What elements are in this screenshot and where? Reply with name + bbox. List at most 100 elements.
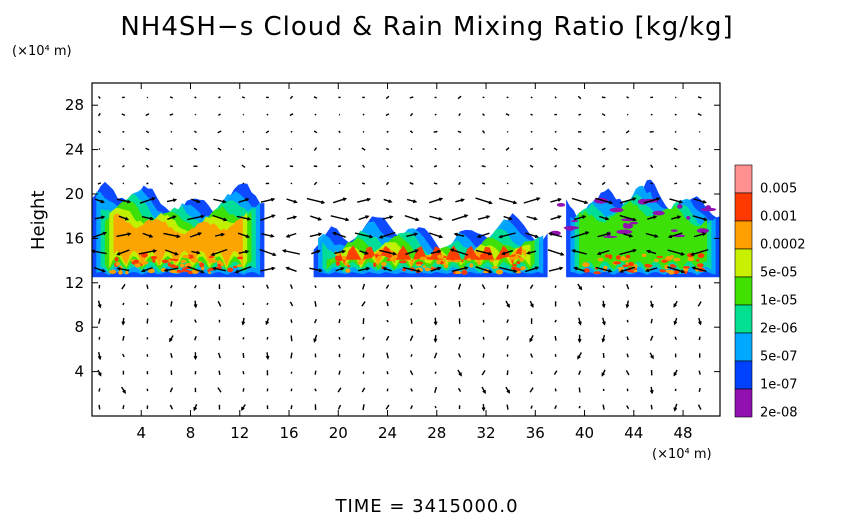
wind-vector <box>170 130 173 133</box>
wind-vector-head <box>601 338 606 343</box>
wind-vector <box>314 370 317 375</box>
wind-vector <box>121 164 125 168</box>
wind-vector <box>314 300 317 307</box>
wind-vector <box>697 113 702 117</box>
wind-vector <box>194 182 197 185</box>
cloud-core <box>443 264 449 268</box>
cloud-core <box>620 256 626 262</box>
wind-vector <box>266 113 269 116</box>
wind-vector <box>289 284 293 290</box>
x-tick-label: 36 <box>526 424 545 442</box>
cloud-core <box>479 253 486 259</box>
wind-vector-head <box>571 249 576 253</box>
wind-vector-head <box>585 231 590 235</box>
cloud-core <box>422 265 427 268</box>
wind-vector <box>189 232 202 238</box>
wind-vector <box>602 285 605 289</box>
wind-vector <box>434 285 437 289</box>
cloud-core <box>477 262 481 265</box>
wind-vector <box>261 233 274 238</box>
wind-vector <box>525 232 539 238</box>
wind-vector <box>283 249 300 255</box>
wind-vector <box>98 388 101 392</box>
wind-vector <box>503 215 512 220</box>
wind-vector <box>212 214 227 221</box>
wind-vector <box>498 266 517 273</box>
wind-vector <box>573 215 586 221</box>
wind-vector <box>242 182 245 185</box>
wind-vector-head <box>172 215 177 220</box>
cloud-wisp <box>696 228 709 234</box>
x-tick-label: 32 <box>476 424 495 442</box>
wind-vector-head <box>313 338 317 343</box>
cloud-wisp <box>686 216 691 220</box>
wind-vector-head <box>270 234 275 238</box>
wind-vector-head <box>512 200 518 205</box>
wind-vector <box>693 198 706 204</box>
wind-vector <box>92 232 107 239</box>
wind-vector <box>265 130 270 134</box>
wind-vector <box>475 249 492 255</box>
wind-vector <box>362 113 365 116</box>
wind-vector <box>550 215 561 221</box>
wind-vector-head <box>628 233 634 238</box>
colorbar-label: 0.0002 <box>760 237 806 252</box>
x-tick-label: 8 <box>186 424 196 442</box>
cloud-core <box>345 268 351 273</box>
wind-vector <box>218 370 221 376</box>
wind-vector <box>482 147 485 151</box>
cloud-core <box>625 254 631 259</box>
cloud-core <box>208 271 212 274</box>
wind-vector <box>691 249 709 256</box>
wind-vector-head <box>488 251 493 256</box>
cloud-wisp <box>677 204 683 209</box>
cloud-core <box>628 262 635 267</box>
wind-vector <box>674 113 677 116</box>
wind-vector <box>117 267 130 272</box>
cloud-core <box>659 269 664 273</box>
wind-vector <box>97 95 101 99</box>
cloud-core <box>697 253 705 259</box>
wind-vector-head <box>449 248 455 253</box>
wind-vector-head <box>193 355 198 361</box>
wind-vector <box>354 232 373 238</box>
wind-vector-head <box>149 216 155 221</box>
cloud-core <box>118 270 123 275</box>
wind-vector-head <box>223 217 228 222</box>
wind-vector <box>386 147 390 151</box>
wind-vector <box>430 267 441 272</box>
wind-vector <box>266 336 269 340</box>
wind-vector <box>193 130 197 134</box>
wind-vector <box>191 250 200 254</box>
wind-vector <box>385 113 390 117</box>
wind-vector <box>386 319 389 323</box>
colorbar-swatch <box>734 360 753 390</box>
wind-vector-head <box>501 251 506 256</box>
wind-vector <box>338 147 341 151</box>
wind-vector <box>122 147 125 151</box>
wind-vector-head <box>438 197 444 202</box>
cloud-core <box>233 265 238 269</box>
cloud-core <box>172 258 179 262</box>
wind-vector <box>337 404 342 410</box>
wind-vector <box>242 130 245 133</box>
wind-vector <box>697 301 702 307</box>
cloud-core <box>209 259 217 263</box>
wind-vector <box>505 147 510 151</box>
cloud-field <box>92 179 720 278</box>
wind-vector-head <box>293 199 298 204</box>
wind-vector <box>410 405 414 410</box>
wind-vector-head <box>245 234 251 238</box>
wind-vector-head <box>533 216 538 221</box>
wind-vector <box>194 319 197 323</box>
wind-vector-head <box>415 217 420 222</box>
wind-vector <box>266 302 269 306</box>
wind-vector <box>550 198 561 203</box>
cloud-core <box>597 257 604 262</box>
wind-vector <box>450 248 469 256</box>
wind-vector <box>643 197 660 204</box>
wind-vector-head <box>559 266 564 271</box>
wind-vector <box>238 250 249 254</box>
wind-vector-head <box>680 252 685 256</box>
wind-vector <box>481 284 486 290</box>
